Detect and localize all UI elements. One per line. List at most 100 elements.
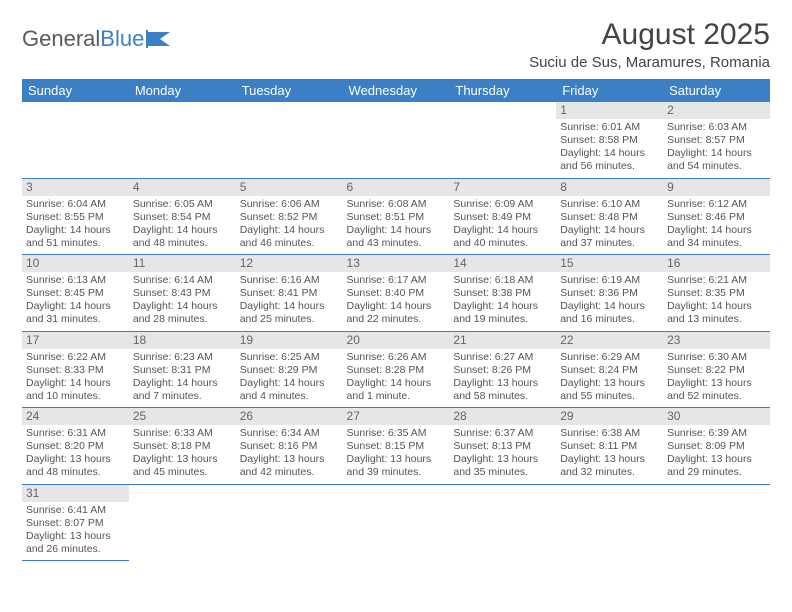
calendar-cell: 12Sunrise: 6:16 AMSunset: 8:41 PMDayligh…	[236, 255, 343, 332]
sunset-line: Sunset: 8:38 PM	[453, 287, 552, 300]
day-info: Sunrise: 6:13 AMSunset: 8:45 PMDaylight:…	[26, 274, 125, 327]
sunset-line: Sunset: 8:22 PM	[667, 364, 766, 377]
sunrise-line: Sunrise: 6:16 AM	[240, 274, 339, 287]
calendar-cell: 3Sunrise: 6:04 AMSunset: 8:55 PMDaylight…	[22, 178, 129, 255]
calendar-cell: 10 Sunrise: 6:13 AMSunset: 8:45 PMDayligh…	[22, 255, 129, 332]
daylight-line: Daylight: 13 hours and 42 minutes.	[240, 453, 339, 479]
day-info: Sunrise: 6:23 AMSunset: 8:31 PMDaylight:…	[133, 351, 232, 404]
calendar-cell: 25Sunrise: 6:33 AMSunset: 8:18 PMDayligh…	[129, 408, 236, 485]
day-header: Sunday	[22, 79, 129, 102]
day-number: 31	[22, 485, 129, 502]
calendar-cell: 9Sunrise: 6:12 AMSunset: 8:46 PMDaylight…	[663, 178, 770, 255]
logo: GeneralBlue	[22, 26, 172, 52]
day-number: 21	[449, 332, 556, 349]
sunrise-line: Sunrise: 6:27 AM	[453, 351, 552, 364]
day-info: Sunrise: 6:37 AMSunset: 8:13 PMDaylight:…	[453, 427, 552, 480]
sunset-line: Sunset: 8:29 PM	[240, 364, 339, 377]
day-number: 30	[663, 408, 770, 425]
daylight-line: Daylight: 14 hours and 48 minutes.	[133, 224, 232, 250]
calendar-cell-empty	[556, 484, 663, 561]
sunset-line: Sunset: 8:41 PM	[240, 287, 339, 300]
sunset-line: Sunset: 8:46 PM	[667, 211, 766, 224]
daylight-line: Daylight: 14 hours and 31 minutes.	[26, 300, 125, 326]
day-number: 25	[129, 408, 236, 425]
calendar-cell: 1Sunrise: 6:01 AMSunset: 8:58 PMDaylight…	[556, 102, 663, 178]
daylight-line: Daylight: 14 hours and 4 minutes.	[240, 377, 339, 403]
day-number: 4	[129, 179, 236, 196]
sunrise-line: Sunrise: 6:09 AM	[453, 198, 552, 211]
sunset-line: Sunset: 8:31 PM	[133, 364, 232, 377]
sunrise-line: Sunrise: 6:14 AM	[133, 274, 232, 287]
calendar-cell: 15 Sunrise: 6:19 AMSunset: 8:36 PMDayligh…	[556, 255, 663, 332]
calendar-cell: 2Sunrise: 6:03 AMSunset: 8:57 PMDaylight…	[663, 102, 770, 178]
calendar-cell: 27Sunrise: 6:35 AMSunset: 8:15 PMDayligh…	[343, 408, 450, 485]
daylight-line: Daylight: 13 hours and 48 minutes.	[26, 453, 125, 479]
calendar-cell: 8Sunrise: 6:10 AMSunset: 8:48 PMDaylight…	[556, 178, 663, 255]
daylight-line: Daylight: 14 hours and 56 minutes.	[560, 147, 659, 173]
day-info: Sunrise: 6:29 AMSunset: 8:24 PMDaylight:…	[560, 351, 659, 404]
sunset-line: Sunset: 8:36 PM	[560, 287, 659, 300]
daylight-line: Daylight: 14 hours and 54 minutes.	[667, 147, 766, 173]
calendar-cell: 28 Sunrise: 6:37 AMSunset: 8:13 PMDayligh…	[449, 408, 556, 485]
sunrise-line: Sunrise: 6:08 AM	[347, 198, 446, 211]
calendar-cell: 6Sunrise: 6:08 AMSunset: 8:51 PMDaylight…	[343, 178, 450, 255]
day-header: Friday	[556, 79, 663, 102]
sunrise-line: Sunrise: 6:01 AM	[560, 121, 659, 134]
day-number: 15	[556, 255, 663, 272]
calendar-cell: 30Sunrise: 6:39 AMSunset: 8:09 PMDayligh…	[663, 408, 770, 485]
day-number: 5	[236, 179, 343, 196]
daylight-line: Daylight: 14 hours and 34 minutes.	[667, 224, 766, 250]
day-number: 22	[556, 332, 663, 349]
day-info: Sunrise: 6:27 AMSunset: 8:26 PMDaylight:…	[453, 351, 552, 404]
calendar-cell: 31Sunrise: 6:41 AMSunset: 8:07 PMDayligh…	[22, 484, 129, 561]
day-number: 26	[236, 408, 343, 425]
day-info: Sunrise: 6:03 AMSunset: 8:57 PMDaylight:…	[667, 121, 766, 174]
sunrise-line: Sunrise: 6:35 AM	[347, 427, 446, 440]
calendar-row: 17Sunrise: 6:22 AMSunset: 8:33 PMDayligh…	[22, 331, 770, 408]
day-header-row: SundayMondayTuesdayWednesdayThursdayFrid…	[22, 79, 770, 102]
sunset-line: Sunset: 8:15 PM	[347, 440, 446, 453]
sunrise-line: Sunrise: 6:33 AM	[133, 427, 232, 440]
day-number: 11	[129, 255, 236, 272]
sunrise-line: Sunrise: 6:23 AM	[133, 351, 232, 364]
calendar-cell: 22 Sunrise: 6:29 AMSunset: 8:24 PMDayligh…	[556, 331, 663, 408]
day-info: Sunrise: 6:35 AMSunset: 8:15 PMDaylight:…	[347, 427, 446, 480]
day-number: 10	[22, 255, 129, 272]
sunrise-line: Sunrise: 6:06 AM	[240, 198, 339, 211]
sunset-line: Sunset: 8:52 PM	[240, 211, 339, 224]
calendar-cell-empty	[129, 484, 236, 561]
daylight-line: Daylight: 14 hours and 1 minute.	[347, 377, 446, 403]
sunrise-line: Sunrise: 6:26 AM	[347, 351, 446, 364]
sunrise-line: Sunrise: 6:41 AM	[26, 504, 125, 517]
day-info: Sunrise: 6:10 AMSunset: 8:48 PMDaylight:…	[560, 198, 659, 251]
sunrise-line: Sunrise: 6:22 AM	[26, 351, 125, 364]
daylight-line: Daylight: 14 hours and 46 minutes.	[240, 224, 339, 250]
sunset-line: Sunset: 8:28 PM	[347, 364, 446, 377]
day-number: 23	[663, 332, 770, 349]
daylight-line: Daylight: 14 hours and 28 minutes.	[133, 300, 232, 326]
daylight-line: Daylight: 13 hours and 26 minutes.	[26, 530, 125, 556]
day-number: 28	[449, 408, 556, 425]
day-number: 3	[22, 179, 129, 196]
sunrise-line: Sunrise: 6:18 AM	[453, 274, 552, 287]
sunrise-line: Sunrise: 6:34 AM	[240, 427, 339, 440]
calendar-cell: 7Sunrise: 6:09 AMSunset: 8:49 PMDaylight…	[449, 178, 556, 255]
calendar-row: 1Sunrise: 6:01 AMSunset: 8:58 PMDaylight…	[22, 102, 770, 178]
calendar-cell: 5 Sunrise: 6:06 AMSunset: 8:52 PMDaylight…	[236, 178, 343, 255]
header: GeneralBlue August 2025 Suciu de Sus, Ma…	[22, 18, 770, 71]
sunset-line: Sunset: 8:18 PM	[133, 440, 232, 453]
sunrise-line: Sunrise: 6:03 AM	[667, 121, 766, 134]
sunset-line: Sunset: 8:16 PM	[240, 440, 339, 453]
daylight-line: Daylight: 14 hours and 19 minutes.	[453, 300, 552, 326]
day-info: Sunrise: 6:19 AMSunset: 8:36 PMDaylight:…	[560, 274, 659, 327]
logo-text-2: Blue	[100, 26, 144, 52]
sunrise-line: Sunrise: 6:38 AM	[560, 427, 659, 440]
daylight-line: Daylight: 14 hours and 16 minutes.	[560, 300, 659, 326]
sunrise-line: Sunrise: 6:12 AM	[667, 198, 766, 211]
sunrise-line: Sunrise: 6:21 AM	[667, 274, 766, 287]
day-number: 7	[449, 179, 556, 196]
day-info: Sunrise: 6:14 AMSunset: 8:43 PMDaylight:…	[133, 274, 232, 327]
daylight-line: Daylight: 13 hours and 52 minutes.	[667, 377, 766, 403]
page-title: August 2025	[529, 18, 770, 52]
day-number: 19	[236, 332, 343, 349]
